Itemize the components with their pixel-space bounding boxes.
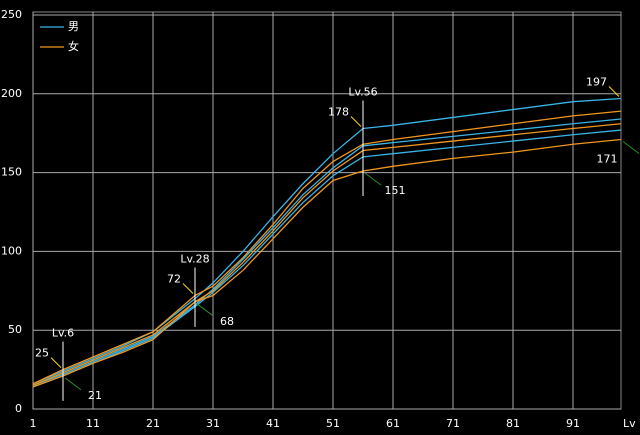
- series-line: [32, 138, 622, 388]
- x-tick-label: 21: [146, 417, 160, 430]
- max-label: 25: [35, 347, 49, 360]
- min-label: 68: [220, 315, 234, 328]
- annotation-label: Lv.56: [348, 85, 377, 98]
- min-label: 171: [597, 153, 618, 166]
- leader: [50, 357, 62, 368]
- x-tick-label: 31: [206, 417, 220, 430]
- min-label: 151: [385, 184, 406, 197]
- x-tick-label: 51: [326, 417, 340, 430]
- leader: [64, 377, 82, 391]
- max-label: 178: [328, 105, 349, 118]
- leader: [182, 283, 194, 294]
- y-tick-label: 200: [1, 87, 22, 100]
- x-tick-label: 41: [266, 417, 280, 430]
- leader: [608, 86, 620, 97]
- legend-label: 男: [68, 20, 79, 33]
- x-tick-label: 91: [566, 417, 580, 430]
- y-tick-label: 100: [1, 244, 22, 257]
- min-label: 21: [88, 389, 102, 402]
- legend-label: 女: [68, 39, 79, 53]
- leader: [364, 172, 382, 186]
- x-tick-label: 11: [86, 417, 100, 430]
- series-line: [32, 97, 622, 385]
- leader: [196, 303, 214, 317]
- annotation-label: Lv.6: [52, 327, 74, 340]
- series-line: [32, 110, 622, 385]
- y-tick-label: 50: [8, 323, 22, 336]
- leader: [622, 141, 640, 154]
- leader: [350, 116, 362, 127]
- series-line: [32, 129, 622, 388]
- annotation-label: Lv.28: [180, 253, 209, 266]
- max-label: 72: [167, 273, 181, 286]
- y-tick-label: 250: [1, 8, 22, 21]
- max-label: 197: [586, 76, 607, 89]
- x-axis-label: Lv: [623, 417, 636, 430]
- y-tick-label: 150: [1, 166, 22, 179]
- x-tick-label: 61: [386, 417, 400, 430]
- x-tick-label: 71: [446, 417, 460, 430]
- x-tick-label: 81: [506, 417, 520, 430]
- x-tick-label: 1: [30, 417, 37, 430]
- series-line: [32, 123, 622, 386]
- series-line: [32, 118, 622, 386]
- y-tick-label: 0: [15, 402, 22, 415]
